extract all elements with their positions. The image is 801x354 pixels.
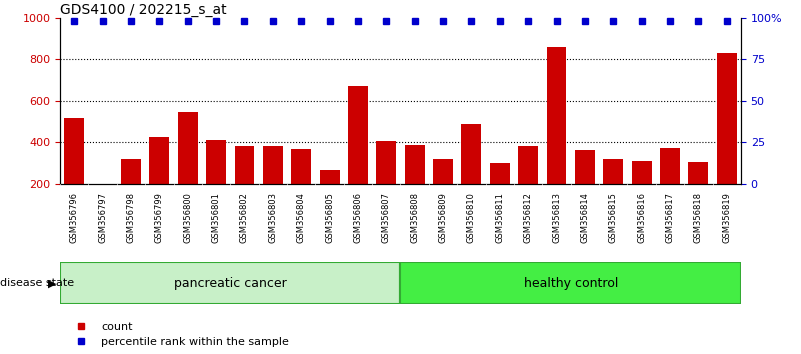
Bar: [178, 112, 198, 226]
Bar: [405, 144, 425, 226]
Text: pancreatic cancer: pancreatic cancer: [174, 277, 287, 290]
Text: GSM356802: GSM356802: [240, 192, 249, 243]
Legend: count, percentile rank within the sample: count, percentile rank within the sample: [66, 317, 293, 352]
Bar: [320, 170, 340, 226]
Bar: [64, 118, 84, 226]
Text: GSM356809: GSM356809: [439, 192, 448, 243]
Bar: [60, 262, 400, 304]
Bar: [206, 141, 226, 226]
Bar: [348, 86, 368, 226]
Text: GSM356810: GSM356810: [467, 192, 476, 243]
Bar: [376, 142, 396, 226]
Bar: [433, 159, 453, 226]
Bar: [575, 150, 595, 226]
Bar: [93, 184, 113, 226]
Text: GSM356807: GSM356807: [382, 192, 391, 243]
Text: GSM356803: GSM356803: [268, 192, 277, 243]
Text: GSM356805: GSM356805: [325, 192, 334, 243]
Text: GSM356801: GSM356801: [211, 192, 220, 243]
Bar: [660, 148, 680, 226]
Bar: [490, 163, 509, 226]
Bar: [688, 162, 708, 226]
Text: GSM356804: GSM356804: [296, 192, 306, 243]
Text: GSM356817: GSM356817: [666, 192, 674, 243]
Text: disease state: disease state: [0, 278, 78, 288]
Bar: [263, 145, 283, 226]
Bar: [400, 262, 741, 304]
Text: GSM356797: GSM356797: [99, 192, 107, 243]
Text: GSM356813: GSM356813: [552, 192, 561, 243]
Text: GSM356796: GSM356796: [70, 192, 78, 243]
Bar: [235, 145, 255, 226]
Bar: [121, 159, 141, 226]
Text: GSM356815: GSM356815: [609, 192, 618, 243]
Text: GSM356818: GSM356818: [694, 192, 702, 243]
Text: GSM356811: GSM356811: [495, 192, 505, 243]
Text: GSM356808: GSM356808: [410, 192, 419, 243]
Bar: [150, 137, 169, 226]
Text: GSM356812: GSM356812: [524, 192, 533, 243]
Bar: [518, 145, 538, 226]
Bar: [717, 53, 737, 226]
Text: GSM356800: GSM356800: [183, 192, 192, 243]
Bar: [546, 47, 566, 226]
Text: GSM356799: GSM356799: [155, 192, 164, 243]
Text: GSM356819: GSM356819: [723, 192, 731, 243]
Text: GSM356806: GSM356806: [353, 192, 362, 243]
Bar: [461, 124, 481, 226]
Bar: [632, 161, 651, 226]
Bar: [603, 159, 623, 226]
Text: ▶: ▶: [47, 278, 56, 288]
Text: healthy control: healthy control: [524, 277, 618, 290]
Text: GSM356814: GSM356814: [581, 192, 590, 243]
Text: GSM356816: GSM356816: [637, 192, 646, 243]
Text: GDS4100 / 202215_s_at: GDS4100 / 202215_s_at: [60, 3, 227, 17]
Bar: [292, 149, 311, 226]
Text: GSM356798: GSM356798: [127, 192, 135, 243]
